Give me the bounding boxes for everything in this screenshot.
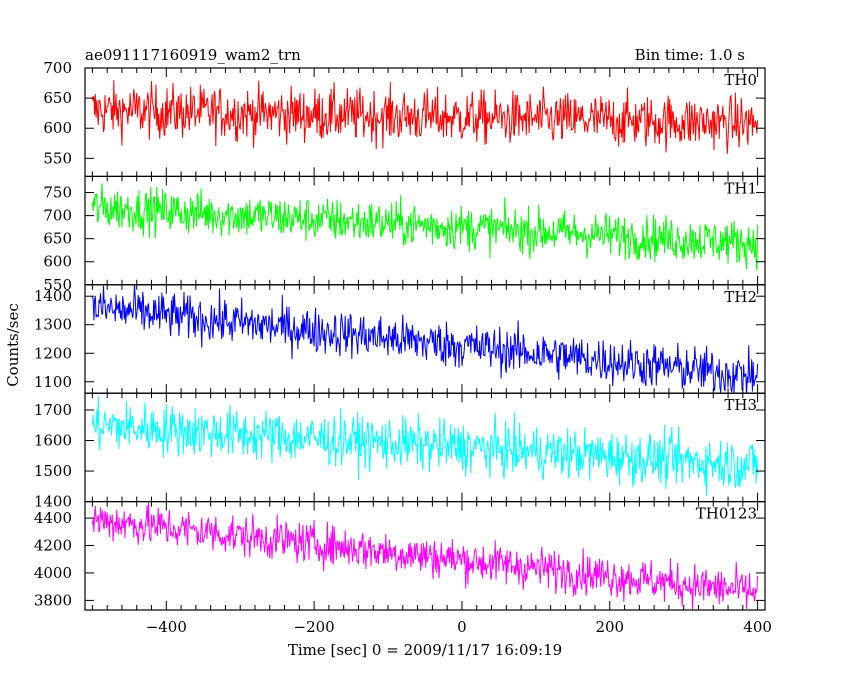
series-line-th0 (91, 80, 759, 154)
y-tick-label: 1500 (34, 462, 72, 480)
panel-label-th1: TH1 (724, 179, 757, 197)
y-tick-label: 4400 (34, 509, 72, 527)
panel-frame (84, 501, 766, 611)
y-tick-label: 4000 (34, 564, 72, 582)
y-tick-label: 1700 (34, 401, 72, 419)
panel-th2: 1100 1200 1300 1400 TH2 (34, 284, 766, 394)
series-line-th2 (91, 284, 759, 394)
y-tick-label: 750 (43, 184, 72, 202)
series-line-th3 (91, 395, 759, 497)
y-tick-label: 650 (43, 89, 72, 107)
x-tick-label: −200 (294, 618, 335, 636)
x-tick-label: −400 (146, 618, 187, 636)
x-tick-label: 0 (457, 618, 467, 636)
x-axis: −400 −200 0 200 400 (146, 618, 772, 636)
y-axis-label: Counts/sec (4, 303, 22, 387)
y-tick-label: 1400 (34, 287, 72, 305)
panel-th1: 550 600 650 700 750 TH1 (43, 175, 766, 294)
y-tick-label: 650 (43, 230, 72, 248)
x-tick-label: 200 (595, 618, 624, 636)
panel-th0123: 3800 4000 4200 4400 TH0123 (34, 501, 766, 611)
y-tick-label: 600 (43, 119, 72, 137)
chart-title: ae091117160919_wam2_trn (85, 46, 301, 64)
panel-th3: 1400 1500 1600 1700 TH3 (34, 392, 766, 511)
y-tick-label: 700 (43, 207, 72, 225)
y-tick-label: 550 (43, 149, 72, 167)
y-tick-label: 3800 (34, 591, 72, 609)
series-line-th1 (91, 183, 759, 271)
y-tick-label: 550 (43, 276, 72, 294)
panel-label-th3: TH3 (724, 396, 757, 414)
y-tick-label: 1600 (34, 432, 72, 450)
panels-group: 550 600 650 700 TH0 550 600 650 700 750 TH1 1100 120… (34, 59, 766, 611)
y-tick-label: 1400 (34, 493, 72, 511)
x-tick-label: 400 (743, 618, 772, 636)
y-tick-label: 1100 (34, 373, 72, 391)
panel-th0: 550 600 650 700 TH0 (43, 59, 766, 178)
panel-label-th0123: TH0123 (696, 505, 757, 523)
y-tick-label: 1200 (34, 344, 72, 362)
y-tick-label: 1300 (34, 316, 72, 334)
series-line-th0123 (91, 501, 759, 610)
x-axis-label: Time [sec] 0 = 2009/11/17 16:09:19 (288, 641, 562, 659)
y-tick-label: 4200 (34, 537, 72, 555)
y-tick-label: 700 (43, 59, 72, 77)
bin-time-label: Bin time: 1.0 s (635, 46, 745, 64)
y-tick-label: 600 (43, 253, 72, 271)
panel-label-th0: TH0 (724, 71, 757, 89)
panel-label-th2: TH2 (724, 288, 757, 306)
